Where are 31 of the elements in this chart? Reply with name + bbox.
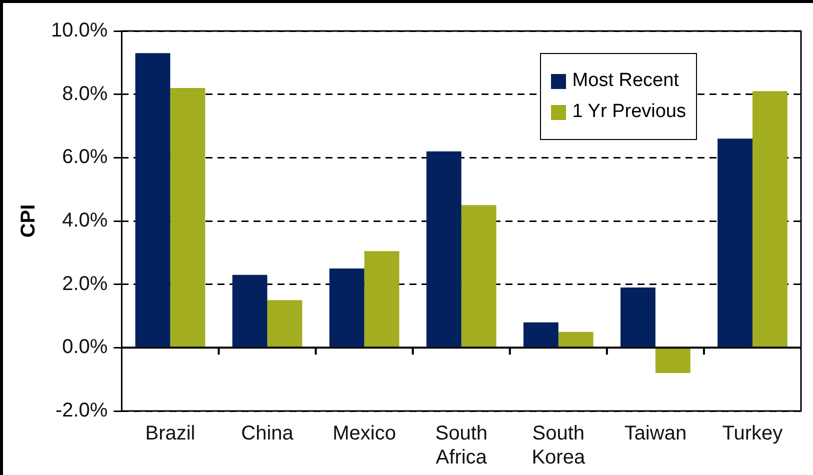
y-tick-label: 10.0% xyxy=(50,20,108,42)
y-tick-label: 0.0% xyxy=(62,336,108,358)
y-axis-title: CPI xyxy=(18,204,40,238)
bar xyxy=(364,251,400,347)
bar xyxy=(620,288,656,347)
x-tick-label: Brazil xyxy=(145,422,196,445)
bar xyxy=(426,151,462,347)
y-tick-label: 2.0% xyxy=(62,272,108,295)
x-tick-label: China xyxy=(241,422,294,445)
legend-label: 1 Yr Previous xyxy=(572,100,686,124)
bar xyxy=(718,138,752,347)
bar xyxy=(329,268,364,347)
y-tick-label: 8.0% xyxy=(62,82,108,105)
x-tick-label: Turkey xyxy=(722,422,783,445)
bar xyxy=(461,205,496,347)
bar xyxy=(558,332,594,347)
bar xyxy=(752,91,788,347)
y-tick-label: -2.0% xyxy=(55,400,108,422)
x-tick-label: Taiwan xyxy=(624,422,687,445)
y-tick-label: 4.0% xyxy=(62,210,108,232)
y-tick-label: 6.0% xyxy=(62,146,108,168)
legend-label: Most Recent xyxy=(572,69,679,93)
bar xyxy=(523,322,558,347)
bar xyxy=(655,348,690,373)
bar xyxy=(170,88,206,347)
bar xyxy=(232,274,268,347)
x-tick-label: Mexico xyxy=(332,422,396,445)
x-tick-label: South Africa xyxy=(435,422,488,469)
x-tick-label: South Korea xyxy=(532,422,586,469)
bar xyxy=(135,53,170,347)
bar xyxy=(267,300,302,347)
